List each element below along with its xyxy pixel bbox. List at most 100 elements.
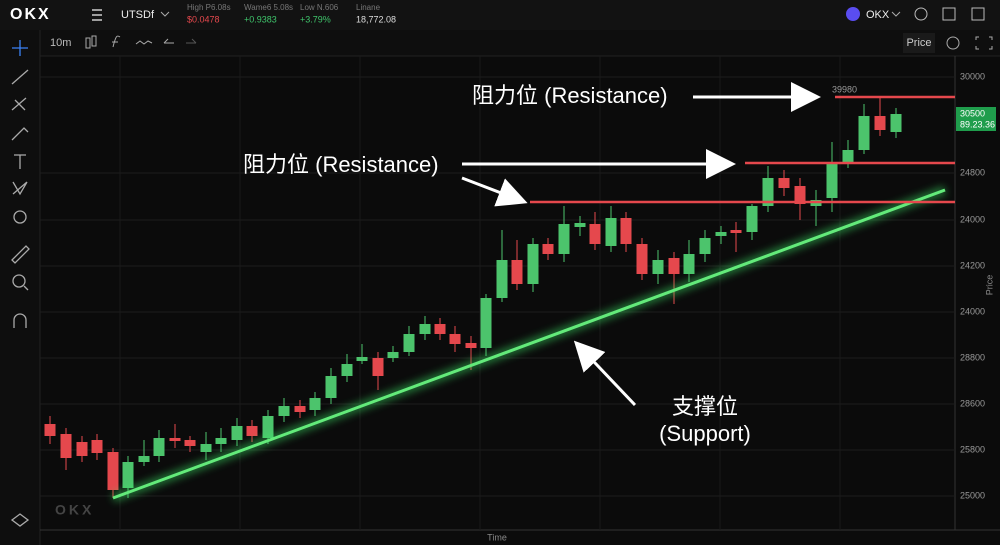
stat-value: $0.0478 — [187, 14, 220, 24]
candle-body — [778, 178, 790, 188]
candle-body — [200, 444, 212, 452]
badge-price: 30500 — [960, 108, 985, 118]
candle-body — [153, 438, 165, 456]
annotation: 阻力位 (Resistance) — [472, 83, 668, 108]
candle-body — [542, 244, 554, 254]
pair[interactable]: UTSDf — [121, 9, 155, 21]
candle-body — [762, 178, 774, 206]
candle-body — [683, 254, 695, 274]
candle-body — [434, 324, 446, 334]
candle-body — [858, 116, 870, 150]
candle-body — [372, 358, 384, 376]
y-tick-label: 25000 — [960, 490, 985, 500]
layout-icon[interactable] — [971, 7, 985, 21]
y-tick-label: 24800 — [960, 167, 985, 177]
candle-body — [138, 456, 150, 462]
candle-body — [890, 114, 902, 132]
y-tick-label: 24000 — [960, 306, 985, 316]
stat-value: 18,772.08 — [356, 14, 396, 24]
candle-body — [169, 438, 181, 441]
settings-icon[interactable] — [946, 36, 960, 50]
drawing-tools[interactable] — [10, 40, 30, 527]
badge-time: 89.23.36 — [960, 119, 995, 129]
annotation: 阻力位 (Resistance) — [243, 152, 439, 177]
candle-body — [60, 434, 72, 458]
stat-label: High P6.08s — [187, 3, 231, 12]
candle-body — [294, 406, 306, 412]
candle-body — [730, 230, 742, 233]
candle-body — [746, 206, 758, 232]
chart-toolbar — [40, 30, 1000, 56]
y-tick-label: 24200 — [960, 260, 985, 270]
settings-icon[interactable] — [914, 7, 928, 21]
y-tick-label: 24000 — [960, 214, 985, 224]
candle-body — [589, 224, 601, 244]
candle-body — [842, 150, 854, 162]
candle-body — [341, 364, 353, 376]
toolbar-icons[interactable] — [85, 35, 197, 49]
y-tick-label: 28600 — [960, 398, 985, 408]
candle-body — [527, 244, 539, 284]
candle-body — [511, 260, 523, 284]
candle-body — [184, 440, 196, 446]
candle-body — [668, 258, 680, 274]
y-tick-label: 25800 — [960, 444, 985, 454]
fullscreen-icon[interactable] — [975, 36, 993, 50]
logo[interactable]: OKX — [10, 6, 51, 23]
y-tick-label: 30000 — [960, 71, 985, 81]
candle-body — [652, 260, 664, 274]
arrows — [461, 82, 821, 407]
candle-body — [419, 324, 431, 334]
candle-body — [699, 238, 711, 254]
y-tick-label: 28800 — [960, 352, 985, 362]
candle-body — [122, 462, 134, 488]
candle-body — [278, 406, 290, 416]
chart-icon[interactable] — [942, 7, 956, 21]
support-line — [112, 188, 946, 500]
candle-body — [403, 334, 415, 352]
candle-body — [874, 116, 886, 130]
stat-label: Low N.606 — [300, 3, 339, 12]
stat-label: Linane — [356, 3, 381, 12]
candle-body — [387, 352, 399, 358]
exchange-icon — [846, 7, 860, 21]
candle-body — [465, 343, 477, 348]
exchange[interactable]: OKX — [866, 9, 890, 21]
candle-body — [246, 426, 258, 436]
candle-body — [715, 232, 727, 236]
candle-body — [262, 416, 274, 438]
annotation: (Support) — [659, 421, 751, 446]
candle-body — [558, 224, 570, 254]
candle-body — [480, 298, 492, 348]
candle-body — [826, 162, 838, 198]
y-axis-title: Price — [984, 275, 994, 296]
candle-body — [309, 398, 321, 410]
price-toggle[interactable] — [903, 33, 935, 53]
dropdown[interactable] — [891, 11, 901, 17]
candle-body — [356, 357, 368, 361]
candle-body — [574, 223, 586, 227]
annotation: 支撑位 — [672, 394, 738, 419]
x-axis-title: Time — [487, 532, 507, 542]
stat-value: +3.79% — [300, 14, 331, 24]
watermark: OKX — [55, 502, 94, 518]
candle-body — [76, 442, 88, 456]
dropdown[interactable] — [160, 11, 170, 17]
menu-icon[interactable] — [92, 9, 102, 21]
candle-body — [605, 218, 617, 246]
price-toggle-label[interactable]: Price — [906, 37, 931, 49]
candle-body — [794, 186, 806, 204]
candle-body — [107, 452, 119, 490]
candle-body — [496, 260, 508, 298]
candle-body — [91, 440, 103, 453]
stat-value: +0.9383 — [244, 14, 277, 24]
stat-label: Wame6 5.08s — [244, 3, 293, 12]
level-label: 39980 — [832, 84, 857, 94]
candle-body — [215, 438, 227, 444]
interval[interactable]: 10m — [50, 37, 71, 49]
price-badge — [956, 107, 996, 131]
candle-body — [44, 424, 56, 436]
candle-body — [620, 218, 632, 244]
